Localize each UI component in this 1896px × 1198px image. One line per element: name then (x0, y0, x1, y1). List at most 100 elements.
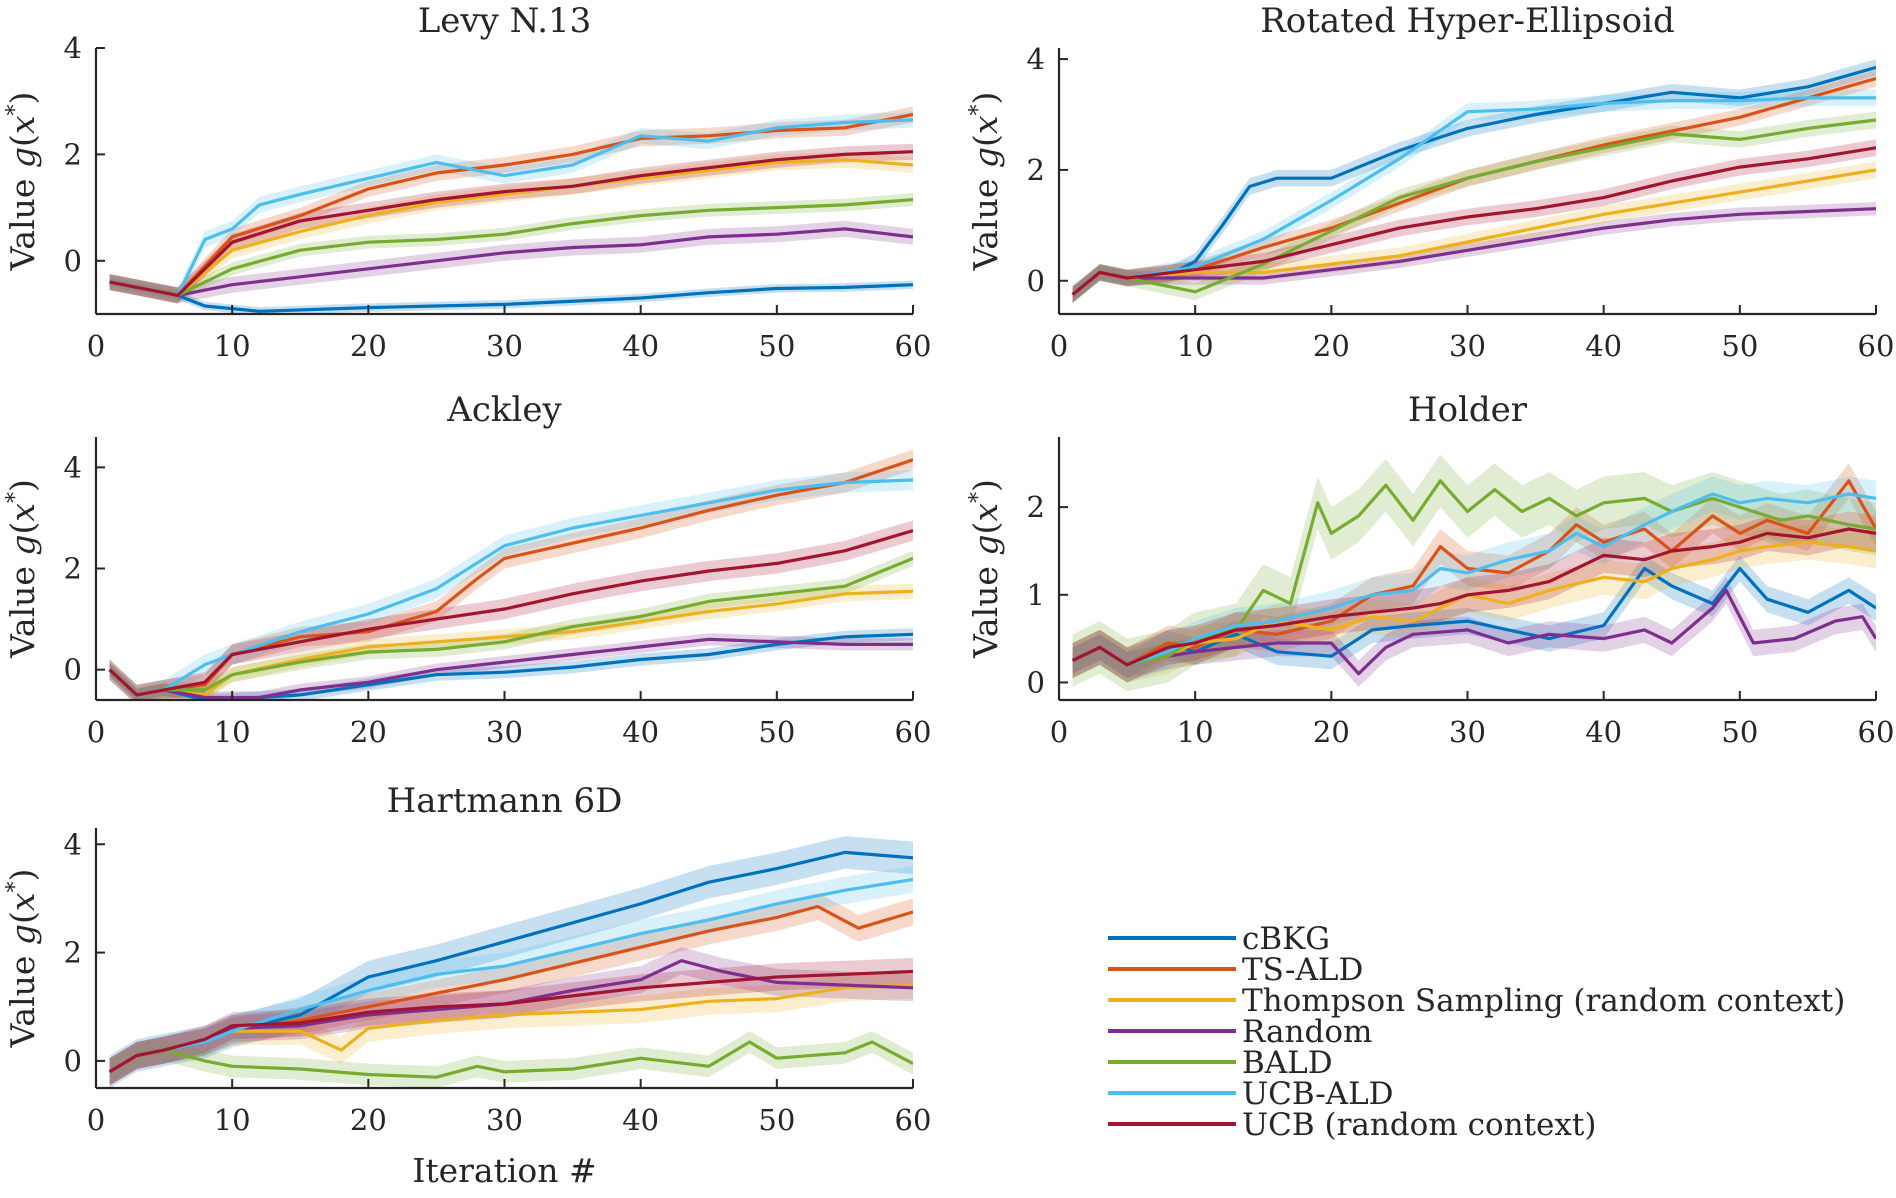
plot-area (1071, 454, 1876, 692)
y-axis-label: Value g(x*) (3, 479, 42, 659)
y-axis-label: Value g(x*) (3, 92, 42, 272)
y-tick-label: 0 (64, 1044, 82, 1078)
x-tick-label: 50 (1721, 329, 1758, 363)
band-bald (109, 1031, 913, 1088)
band-ts-ald (109, 893, 913, 1086)
x-tick-label: 40 (622, 715, 659, 749)
subplot-3: 0 10 20 30 40 50 60 0 2 4 Ackley Value g(x*) (3, 390, 931, 749)
series-line-ucb-random-context- (1071, 527, 1876, 667)
x-tick-label: 50 (1721, 715, 1758, 749)
x-axis-label: Iteration # (412, 1151, 596, 1190)
x-tick-label: 50 (758, 1103, 795, 1137)
series-line-bald (108, 1040, 913, 1079)
x-tick-label: 50 (758, 329, 795, 363)
x-tick-label: 60 (895, 329, 932, 363)
x-tick-label: 40 (1585, 715, 1622, 749)
series-line-random (108, 637, 913, 700)
band-random (109, 633, 913, 700)
x-tick-label: 0 (87, 329, 105, 363)
plot-area (1071, 59, 1876, 303)
series-line-bald (109, 198, 913, 297)
y-tick-label: 2 (1027, 490, 1045, 524)
legend-label: UCB-ALD (1242, 1076, 1394, 1112)
subplot-title: Hartmann 6D (387, 781, 623, 821)
series-line-random (109, 227, 913, 297)
y-axis-label: Value g(x*) (966, 92, 1005, 272)
y-tick-label: 2 (1027, 153, 1045, 187)
series-line-bald (1071, 118, 1876, 296)
series-line-ucb-ald (1071, 492, 1876, 667)
y-tick-label: 4 (64, 827, 82, 861)
series-line-thompson-sampling-random-context- (1071, 540, 1876, 667)
x-tick-label: 40 (622, 1103, 659, 1137)
x-tick-label: 60 (1858, 329, 1895, 363)
x-tick-label: 30 (486, 329, 523, 363)
y-tick-label: 4 (64, 450, 82, 484)
band-ucb-ald (109, 111, 913, 304)
x-tick-label: 10 (1177, 329, 1214, 363)
band-ucb-random-context- (109, 520, 913, 700)
subplot-title: Ackley (446, 390, 562, 430)
x-tick-label: 30 (1449, 329, 1486, 363)
y-tick-label: 2 (64, 552, 82, 586)
legend-label: Thompson Sampling (random context) (1242, 983, 1845, 1019)
x-tick-label: 20 (350, 1103, 387, 1137)
y-axis-label: Value g(x*) (3, 869, 42, 1049)
subplot-title: Levy N.13 (418, 1, 592, 41)
x-tick-label: 20 (1313, 329, 1350, 363)
plot-area (108, 449, 913, 700)
band-ucb-ald (1072, 476, 1876, 683)
y-tick-label: 0 (64, 653, 82, 687)
x-tick-label: 60 (895, 715, 932, 749)
x-tick-label: 40 (1585, 329, 1622, 363)
series-line-ucb-random-context- (1071, 146, 1876, 296)
legend-label: cBKG (1242, 921, 1330, 957)
legend-label: Random (1242, 1014, 1372, 1050)
subplot-4: 0 10 20 30 40 50 60 0 1 2 Holder Value g(x*) (966, 390, 1894, 749)
x-tick-label: 30 (486, 1103, 523, 1137)
band-ucb-ald (1072, 89, 1876, 303)
x-tick-label: 10 (214, 329, 251, 363)
legend-label: TS-ALD (1242, 952, 1363, 988)
x-tick-label: 10 (1177, 715, 1214, 749)
x-tick-label: 0 (1050, 715, 1068, 749)
x-tick-label: 60 (1858, 715, 1895, 749)
series-line-random (1071, 588, 1876, 676)
x-tick-label: 50 (758, 715, 795, 749)
y-tick-label: 0 (64, 244, 82, 278)
y-axis-label: Value g(x*) (966, 479, 1005, 659)
band-thompson-sampling-random-context- (1072, 161, 1876, 303)
x-tick-label: 0 (87, 1103, 105, 1137)
band-bald (1072, 111, 1876, 303)
band-ts-ald (1072, 463, 1876, 683)
y-tick-label: 4 (64, 31, 82, 65)
x-tick-label: 40 (622, 329, 659, 363)
legend-label: UCB (random context) (1242, 1107, 1596, 1143)
band-ucb-random-context- (109, 958, 913, 1086)
y-tick-label: 4 (1027, 42, 1045, 76)
y-tick-label: 1 (1027, 578, 1045, 612)
y-tick-label: 0 (1027, 665, 1045, 699)
x-tick-label: 60 (895, 1103, 932, 1137)
series-line-ucb-ald (108, 478, 913, 697)
subplot-1: 0 10 20 30 40 50 60 0 2 4 Levy N.13 Value g(x*) (3, 1, 931, 363)
x-tick-label: 30 (486, 715, 523, 749)
series-line-ucb-random-context- (108, 529, 913, 697)
x-tick-label: 20 (1313, 715, 1350, 749)
band-thompson-sampling-random-context- (1072, 524, 1876, 683)
subplot-title: Holder (1408, 390, 1528, 430)
x-tick-label: 20 (350, 715, 387, 749)
x-tick-label: 0 (1050, 329, 1068, 363)
series-line-bald (1071, 479, 1876, 667)
band-random (109, 220, 913, 304)
x-tick-label: 30 (1449, 715, 1486, 749)
x-tick-label: 10 (214, 1103, 251, 1137)
band-bald (109, 550, 913, 700)
plot-area (108, 836, 913, 1088)
x-tick-label: 20 (350, 329, 387, 363)
subplot-5: 0 10 20 30 40 50 60 0 2 4 Hartmann 6D Value g(x*) It… (3, 781, 931, 1190)
band-ucb-ald (109, 469, 913, 700)
series-line-ucb-random-context- (108, 969, 913, 1074)
band-bald (1072, 454, 1876, 692)
